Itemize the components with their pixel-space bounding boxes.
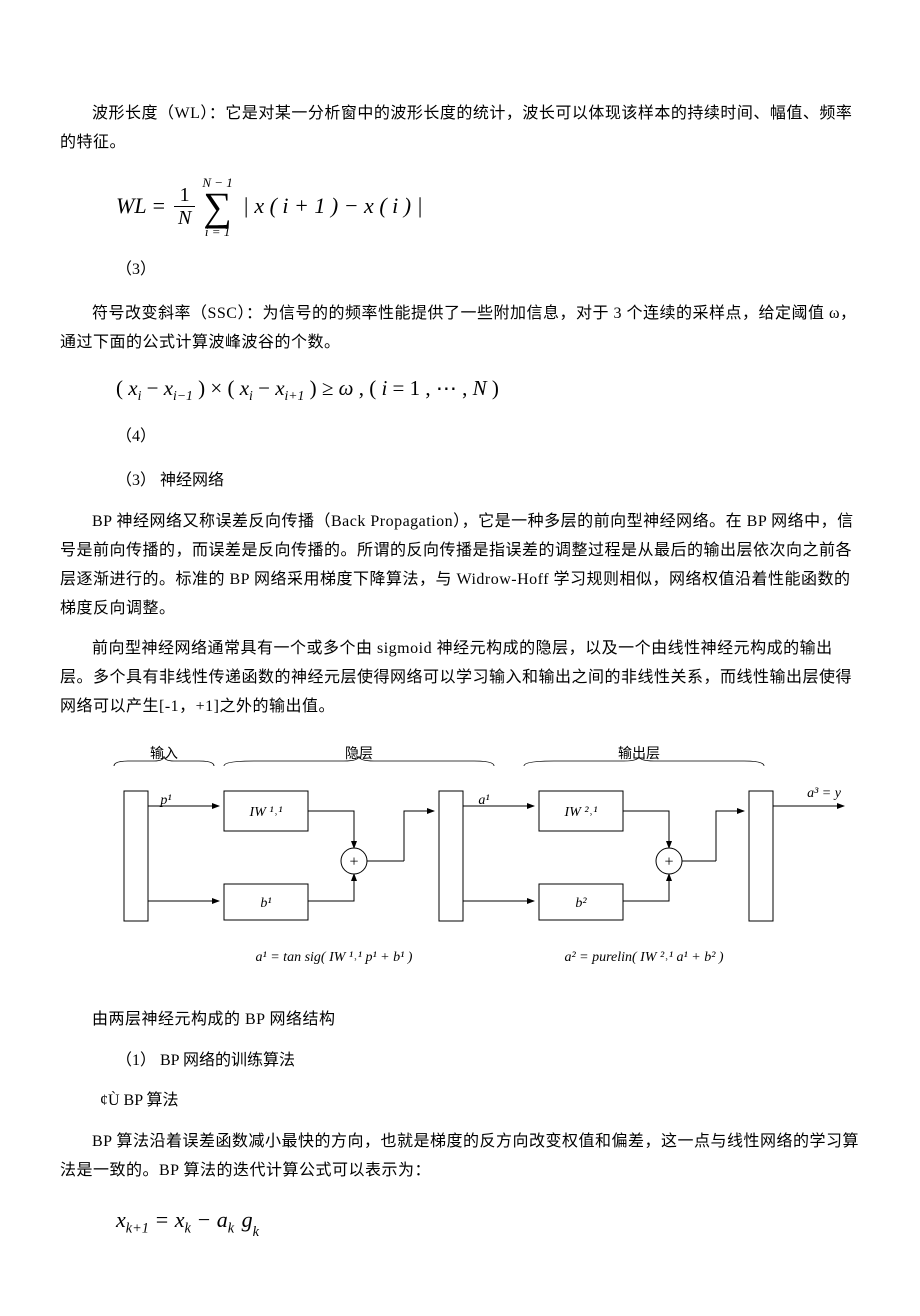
formula-wl: WL = 1 N N − 1 ∑ i = 1 | x ( i + 1 ) − x… bbox=[116, 176, 860, 238]
equation-number-3: （3） bbox=[116, 256, 860, 285]
equals: = bbox=[153, 193, 165, 219]
bp-network-diagram: 输入 隐层 输出层 p¹ IW ¹˒¹ b¹ + bbox=[104, 736, 840, 996]
label-iw21: IW ²˒¹ bbox=[564, 805, 598, 820]
sum-plus-2: + bbox=[664, 853, 673, 870]
paragraph-ffnn: 前向型神经网络通常具有一个或多个由 sigmoid 神经元构成的隐层，以及一个由… bbox=[60, 635, 860, 721]
summation: N − 1 ∑ i = 1 bbox=[202, 176, 232, 238]
label-b1: b¹ bbox=[260, 896, 271, 911]
label-output: 输出层 bbox=[618, 746, 660, 762]
wl-body: | x ( i + 1 ) − x ( i ) | bbox=[243, 193, 423, 219]
figure-caption: 由两层神经元构成的 BP 网络结构 bbox=[60, 1006, 860, 1035]
paragraph-ssc-intro: 符号改变斜率（SSC）：为信号的的频率性能提供了一些附加信息，对于 3 个连续的… bbox=[60, 300, 860, 358]
section-bp-algorithm: ¢Ù BP 算法 bbox=[100, 1087, 860, 1116]
paragraph-wl-intro: 波形长度（WL）：它是对某一分析窗中的波形长度的统计，波长可以体现该样本的持续时… bbox=[60, 100, 860, 158]
label-input: 输入 bbox=[150, 746, 178, 762]
caption-a2-formula: a² = purelin( IW ²˒¹ a¹ + b² ) bbox=[564, 950, 723, 965]
fraction-one-over-n: 1 N bbox=[174, 184, 195, 229]
formula-ssc: ( xi − xi−1 ) × ( xi − xi+1 ) ≥ ω , ( i … bbox=[116, 376, 860, 405]
equation-number-4: （4） bbox=[116, 423, 860, 452]
label-a3-y: a³ = y bbox=[807, 786, 842, 801]
paragraph-bp-intro: BP 神经网络又称误差反向传播（Back Propagation），它是一种多层… bbox=[60, 508, 860, 623]
label-iw11: IW ¹˒¹ bbox=[249, 805, 283, 820]
wl-lhs: WL bbox=[116, 193, 147, 219]
label-hidden: 隐层 bbox=[345, 746, 373, 762]
section-3-neural-network: （3） 神经网络 bbox=[116, 467, 860, 496]
formula-iteration: xk+1 = xk − ak gk bbox=[116, 1200, 860, 1242]
section-1-training: （1） BP 网络的训练算法 bbox=[116, 1047, 860, 1076]
label-b2: b² bbox=[575, 896, 587, 911]
caption-a1-formula: a¹ = tan sig( IW ¹˒¹ p¹ + b¹ ) bbox=[256, 950, 413, 965]
sum-plus-1: + bbox=[349, 853, 358, 870]
paragraph-bp-algo: BP 算法沿着误差函数减小最快的方向，也就是梯度的反方向改变权值和偏差，这一点与… bbox=[60, 1128, 860, 1186]
